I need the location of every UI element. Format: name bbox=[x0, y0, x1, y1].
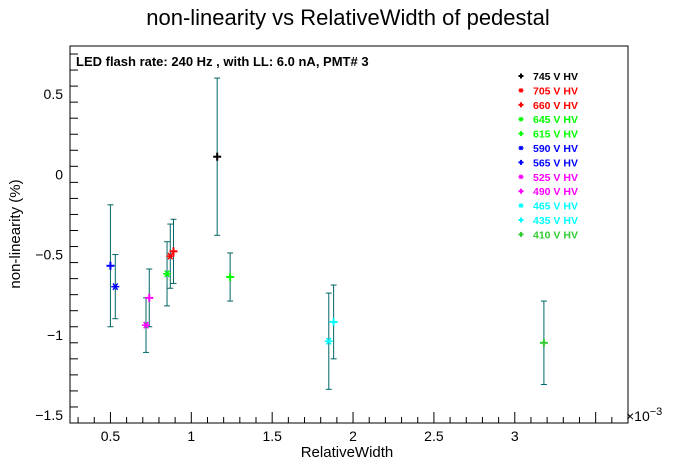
legend-entry: 565 V HV bbox=[518, 157, 578, 169]
data-point bbox=[213, 152, 222, 161]
legend-marker bbox=[518, 145, 524, 151]
x-tick-label: 1 bbox=[187, 428, 195, 444]
legend-label: 465 V HV bbox=[533, 201, 578, 213]
data-point bbox=[166, 252, 175, 260]
legend-label: 565 V HV bbox=[533, 157, 578, 169]
legend-entry: 590 V HV bbox=[518, 143, 578, 155]
chart-subtitle: LED flash rate: 240 Hz , with LL: 6.0 nA… bbox=[76, 54, 369, 69]
legend-label: 745 V HV bbox=[533, 71, 578, 83]
legend-entry: 465 V HV bbox=[518, 201, 578, 213]
y-axis-tick-labels: 0.5 0 −0.5 −1 −1.5 bbox=[35, 86, 63, 423]
x-tick-label: 2 bbox=[349, 428, 357, 444]
legend-entry: 435 V HV bbox=[518, 215, 578, 227]
legend-marker bbox=[518, 217, 524, 223]
data-points bbox=[106, 152, 548, 347]
legend-entry: 745 V HV bbox=[518, 71, 578, 83]
x-tick-label: 0.5 bbox=[101, 428, 121, 444]
legend-label: 615 V HV bbox=[533, 129, 578, 141]
y-tick-label: −1.5 bbox=[35, 407, 63, 423]
x-tick-label: 2.5 bbox=[424, 428, 444, 444]
legend-entry: 705 V HV bbox=[518, 85, 578, 97]
x-axis-ticks bbox=[77, 412, 629, 423]
legend-label: 490 V HV bbox=[533, 186, 578, 198]
x-tick-label: 3 bbox=[511, 428, 519, 444]
y-tick-label: 0.5 bbox=[44, 86, 64, 102]
legend-entry: 525 V HV bbox=[518, 172, 578, 184]
data-point bbox=[111, 283, 120, 291]
legend-marker bbox=[518, 131, 524, 137]
legend-marker bbox=[518, 73, 524, 79]
data-point bbox=[169, 247, 178, 256]
plot-frame bbox=[69, 45, 629, 424]
legend-entry: 660 V HV bbox=[518, 100, 578, 112]
legend-marker bbox=[518, 174, 524, 180]
x-axis-label: RelativeWidth bbox=[301, 444, 394, 461]
data-point bbox=[145, 293, 154, 302]
x-tick-label: 1.5 bbox=[262, 428, 282, 444]
data-point bbox=[324, 337, 333, 345]
legend-marker bbox=[518, 203, 524, 209]
legend-marker bbox=[518, 87, 524, 93]
data-point bbox=[539, 338, 548, 347]
data-point bbox=[163, 270, 172, 278]
legend-marker bbox=[518, 159, 524, 165]
legend-marker bbox=[518, 188, 524, 194]
data-point bbox=[329, 317, 338, 326]
data-point bbox=[226, 273, 235, 282]
y-tick-label: 0 bbox=[55, 166, 63, 182]
data-point bbox=[142, 321, 151, 329]
legend-entry: 490 V HV bbox=[518, 186, 578, 198]
legend-marker bbox=[518, 116, 524, 122]
y-tick-label: −1 bbox=[47, 327, 63, 343]
legend-label: 590 V HV bbox=[533, 143, 578, 155]
legend: 745 V HV 705 V HV 660 V HV 645 V HV 615 V HV… bbox=[518, 71, 578, 241]
chart-title: non-linearity vs RelativeWidth of pedest… bbox=[146, 5, 550, 30]
legend-label: 660 V HV bbox=[533, 100, 578, 112]
legend-entry: 645 V HV bbox=[518, 114, 578, 126]
legend-label: 525 V HV bbox=[533, 172, 578, 184]
error-bars bbox=[107, 77, 547, 390]
y-axis-ticks bbox=[70, 53, 78, 424]
y-tick-label: −0.5 bbox=[35, 247, 63, 263]
legend-label: 435 V HV bbox=[533, 215, 578, 227]
legend-entry: 615 V HV bbox=[518, 129, 578, 141]
x-axis-multiplier: ×10−3 bbox=[626, 406, 662, 424]
legend-label: 705 V HV bbox=[533, 85, 578, 97]
data-point bbox=[106, 261, 115, 270]
x-axis-tick-labels: 0.5 1 1.5 2 2.5 3 bbox=[101, 428, 519, 444]
legend-entry: 410 V HV bbox=[518, 229, 578, 241]
y-axis-label: non-linearity (%) bbox=[7, 179, 24, 288]
legend-label: 410 V HV bbox=[533, 229, 578, 241]
legend-marker bbox=[518, 102, 524, 108]
legend-label: 645 V HV bbox=[533, 114, 578, 126]
legend-marker bbox=[518, 231, 524, 237]
